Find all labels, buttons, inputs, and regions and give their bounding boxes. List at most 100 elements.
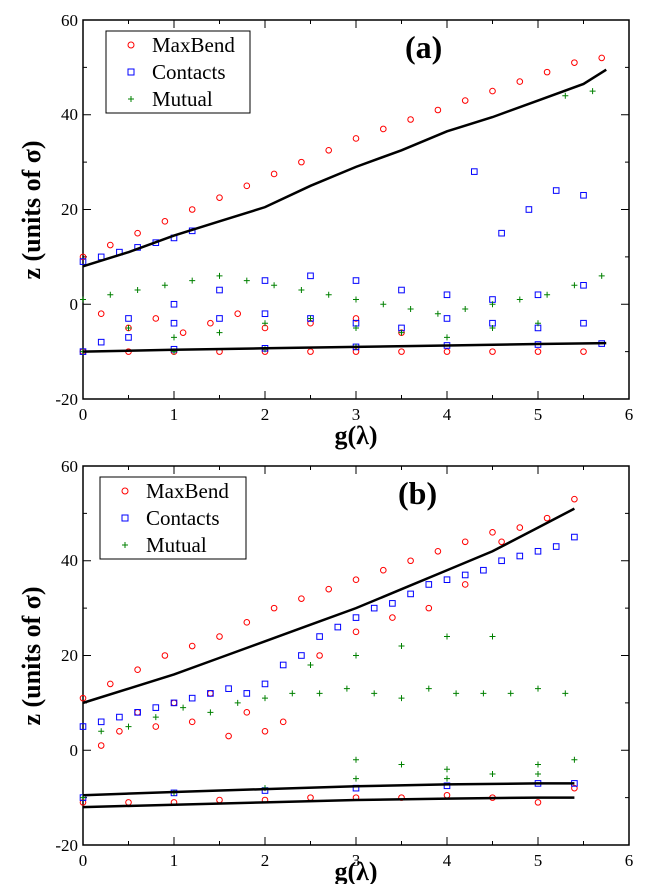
point-contacts-a [261,310,269,318]
tick-label-x-a-4: 4 [443,405,452,424]
point-maxbend-b [97,742,105,749]
tick-label-y-b-4: 60 [61,457,78,476]
point-mutual-b [398,761,405,768]
point-contacts-a [398,286,405,294]
point-contacts-b [225,685,232,692]
point-contacts-b [443,576,451,584]
point-mutual-a [562,92,569,99]
point-mutual-b [180,704,187,711]
point-mutual-b [398,695,405,702]
point-mutual-b [398,643,405,650]
point-contacts-b [188,694,196,702]
tick-label-x-a-0: 0 [79,405,88,424]
point-mutual-a [325,291,332,298]
tick-label-y-b-1: 0 [70,741,79,760]
point-maxbend-a [216,194,223,201]
point-mutual-b [353,756,359,763]
point-contacts-b [425,581,433,588]
point-maxbend-a [79,253,87,261]
point-mutual-b [480,690,487,697]
panel-label-b: (b) [398,475,437,511]
point-mutual-a [80,296,86,303]
tick-label-y-a-1: 0 [70,295,79,314]
tick-label-y-b-3: 40 [61,551,78,570]
point-mutual-b [289,690,296,697]
point-contacts-a [580,282,587,289]
point-mutual-b [98,728,105,735]
point-contacts-a [580,191,587,199]
point-maxbend-b [116,728,123,735]
point-maxbend-b [571,495,578,503]
point-contacts-b [152,704,160,711]
tick-label-x-b-6: 6 [625,851,634,870]
point-maxbend-a [298,158,305,166]
point-maxbend-b [325,585,333,593]
point-mutual-a [380,301,387,308]
point-mutual-a [298,287,305,294]
fit-layer-b [82,507,575,809]
point-contacts-b [316,633,323,640]
panel-label-a: (a) [405,29,442,65]
point-maxbend-a [380,125,387,133]
point-maxbend-a [443,348,451,355]
point-mutual-b [307,661,314,668]
point-mutual-a [489,324,496,331]
point-maxbend-b [161,652,169,659]
point-maxbend-b [498,538,505,546]
point-maxbend-b [461,581,469,588]
point-maxbend-a [598,54,606,62]
fit-line-b-0 [82,507,575,705]
point-maxbend-b [243,619,251,626]
point-mutual-a [307,315,314,322]
y-axis-label-b: z (units of σ) [17,586,46,725]
legend-a: MaxBend Contacts Mutual [105,30,251,114]
point-mutual-a [535,320,541,327]
point-maxbend-a [97,310,105,318]
point-maxbend-a [489,87,496,95]
point-maxbend-a [534,348,542,355]
point-mutual-b [444,766,450,773]
point-mutual-b [262,695,268,702]
point-contacts-b [389,600,396,607]
point-maxbend-b [461,538,469,546]
point-contacts-b [116,713,123,721]
point-contacts-a [525,206,533,213]
point-mutual-a [489,301,496,308]
tick-label-x-a-5: 5 [534,405,543,424]
point-maxbend-b [380,566,387,574]
point-contacts-b [279,661,287,669]
legend-marker-maxbend-a [127,41,135,49]
tick-label-x-b-1: 1 [170,851,179,870]
point-mutual-a [271,282,278,289]
point-contacts-a [498,229,505,237]
point-maxbend-a [243,182,251,190]
point-contacts-a [443,315,451,322]
legend-label-mutual-a: Mutual [152,87,213,111]
point-contacts-b [480,566,487,574]
point-contacts-b [552,543,560,550]
point-mutual-a [134,287,141,294]
point-contacts-b [207,690,214,697]
point-contacts-a [534,291,542,299]
point-maxbend-a [398,348,405,355]
point-mutual-a [571,282,578,289]
point-mutual-a [544,291,551,298]
point-maxbend-a [207,319,214,327]
point-contacts-a [580,319,587,327]
point-maxbend-b [279,718,287,726]
tick-label-x-b-4: 4 [443,851,452,870]
x-ticks-b [82,466,630,845]
legend-b: MaxBend Contacts Mutual [99,476,247,560]
point-maxbend-a [352,135,360,142]
point-contacts-b [571,533,578,541]
point-mutual-a [598,272,605,279]
point-maxbend-a [352,315,360,322]
point-maxbend-b [434,547,442,555]
point-contacts-b [170,699,178,707]
point-contacts-b [370,604,378,612]
point-maxbend-a [152,315,160,322]
legend-label-mutual-b: Mutual [146,533,207,557]
point-mutual-b [535,685,541,692]
point-mutual-b [353,652,359,659]
